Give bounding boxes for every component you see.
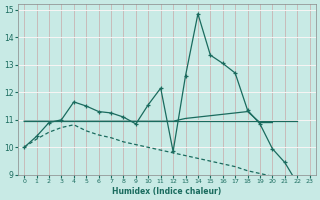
X-axis label: Humidex (Indice chaleur): Humidex (Indice chaleur) [112,187,221,196]
